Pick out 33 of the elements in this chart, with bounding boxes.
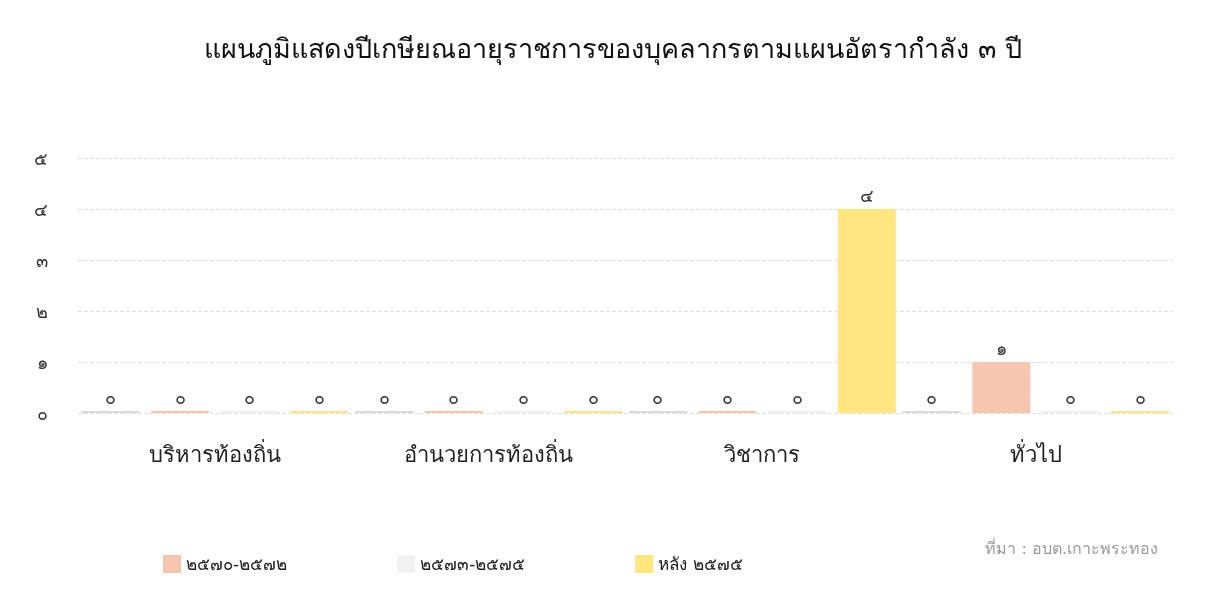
legend-label: หลัง ๒๕๗๕ [658,554,743,574]
y-tick-label: ๓ [36,249,48,271]
data-label: ๔ [859,184,874,206]
data-label: ๐ [517,386,529,408]
data-label: ๐ [378,386,390,408]
data-label: ๐ [448,386,460,408]
data-label: ๑ [995,337,1007,359]
data-label: ๐ [926,386,938,408]
text: ที่มา : อบต.เกาะพระทอง [985,536,1159,558]
y-tick-label: ๑ [37,351,48,373]
data-label: ๐ [1065,386,1077,408]
x-tick-label: วิชาการ [723,441,801,467]
data-label: ๐ [1135,386,1147,408]
bar [972,362,1031,413]
y-tick-label: ๒ [36,300,48,322]
data-label: ๐ [587,386,599,408]
chart-title: แผนภูมิแสดงปีเกษียณอายุราชการของบุคลากรตามแผนอัตรากำลัง ๓ ปี [204,33,1022,66]
data-label: ๐ [244,386,256,408]
y-tick-label: ๕ [34,147,48,169]
y-tick-label: ๔ [34,198,48,220]
data-label: ๐ [174,386,186,408]
data-label: ๐ [104,386,116,408]
data-label: ๐ [722,386,734,408]
legend-label: ๒๕๗๓-๒๕๗๕ [420,554,526,574]
bar [837,209,896,413]
data-label: ๐ [652,386,664,408]
y-tick-label: ๐ [37,402,48,424]
legend-label: ๒๕๗๐-๒๕๗๒ [186,554,288,574]
x-tick-label: บริหารท้องถิ่น [148,438,281,467]
x-tick-label: ทั่วไป [1010,438,1063,467]
x-tick-label: อำนวยการท้องถิ่น [404,438,574,467]
data-label: ๐ [313,386,325,408]
data-label: ๐ [791,386,803,408]
